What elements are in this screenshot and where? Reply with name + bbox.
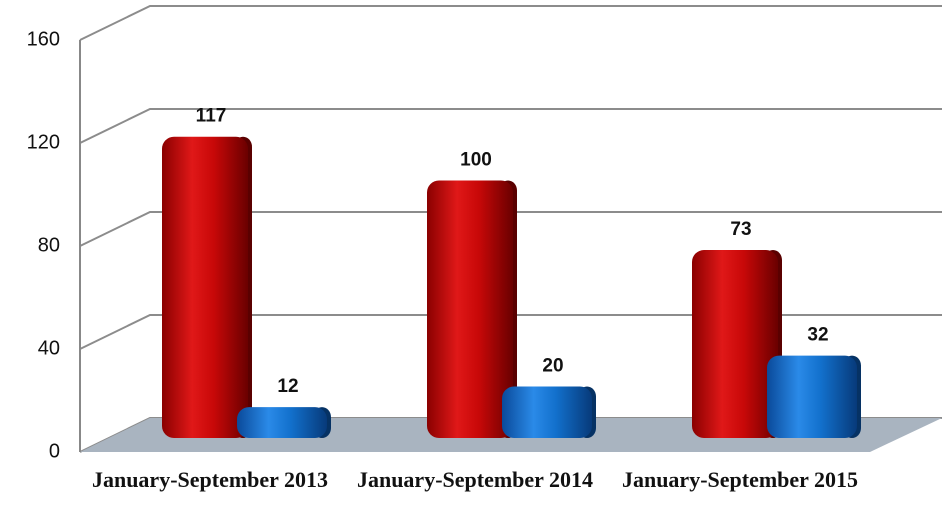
data-label: 12	[277, 376, 298, 397]
bar	[237, 407, 327, 438]
x-tick-label: January-September 2015	[621, 467, 859, 492]
bar	[162, 136, 248, 438]
y-tick-label: 160	[27, 28, 60, 50]
y-tick-label: 80	[38, 234, 60, 256]
grid-line	[79, 314, 942, 350]
grid-line	[79, 5, 942, 41]
bar	[767, 355, 857, 438]
bar	[427, 180, 513, 438]
data-label: 20	[542, 356, 563, 377]
y-tick-label: 40	[38, 337, 60, 359]
bar	[502, 386, 592, 438]
bar	[692, 250, 778, 438]
y-tick-label: 0	[49, 440, 60, 462]
data-label: 32	[807, 325, 828, 346]
data-label: 100	[460, 150, 492, 171]
data-label: 73	[730, 219, 751, 240]
grid-line	[79, 108, 942, 144]
data-label: 117	[196, 106, 227, 127]
grid-line	[79, 211, 942, 247]
y-tick-label: 120	[27, 131, 60, 153]
x-tick-label: January-September 2013	[91, 467, 329, 492]
x-tick-label: January-September 2014	[356, 467, 594, 492]
